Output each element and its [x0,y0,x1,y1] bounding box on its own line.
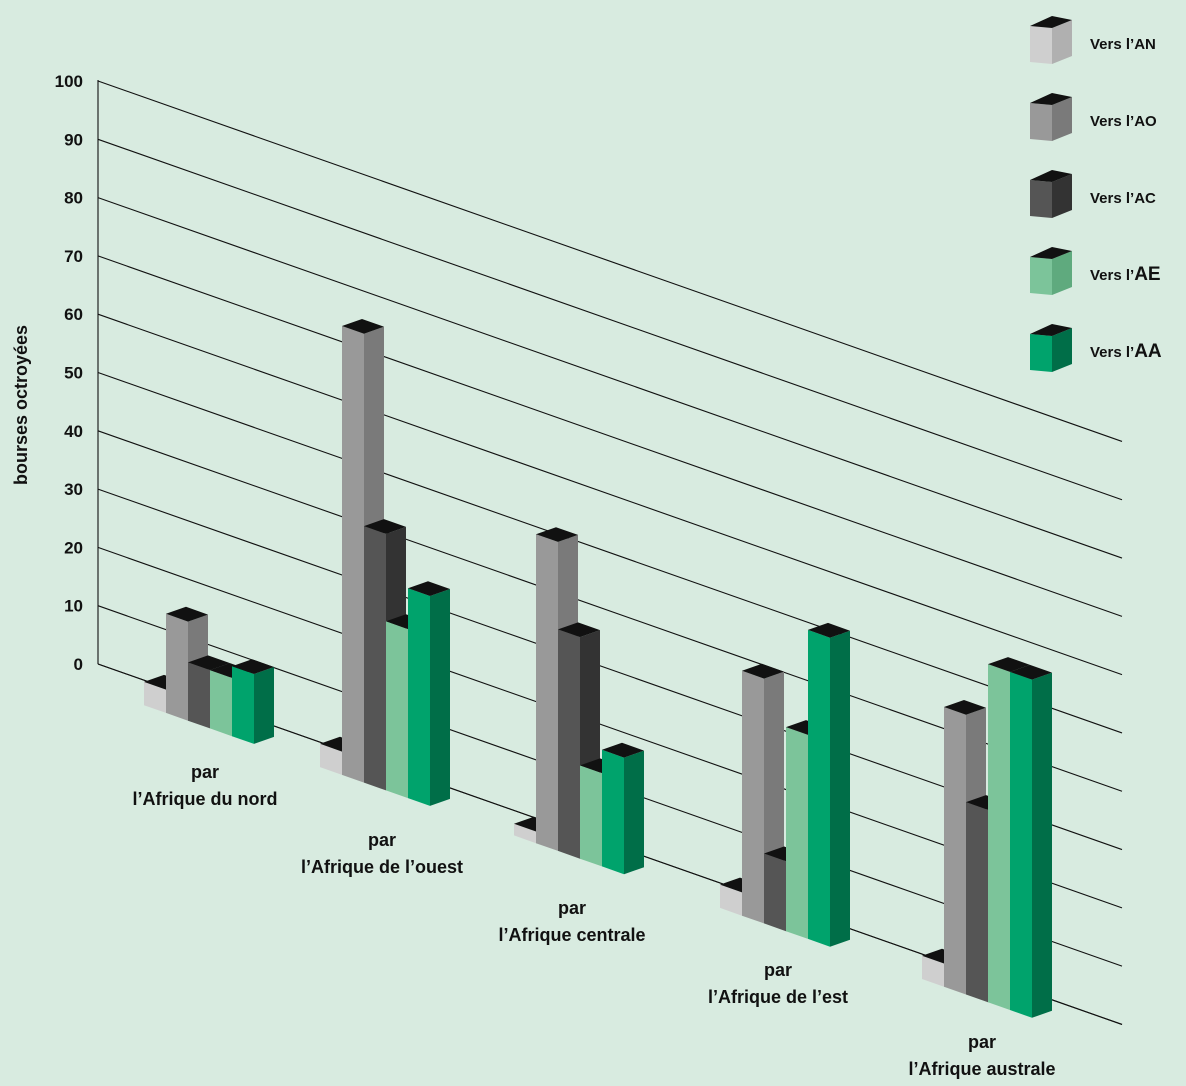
legend-label: Vers l’AA [1090,341,1162,362]
category-label: par l’Afrique australe [908,1032,1055,1079]
category-label-line1: par [191,762,219,782]
legend-item: Vers l’AO [1030,93,1157,141]
y-tick-label: 80 [64,189,83,208]
bars [144,319,1052,1018]
category-label-line2: l’Afrique de l’ouest [301,857,463,877]
category-label-line2: l’Afrique australe [908,1059,1055,1079]
y-axis-label: bourses octroyées [11,325,31,485]
y-tick-label: 40 [64,422,83,441]
category-label: par l’Afrique centrale [498,898,645,945]
category-label-line1: par [968,1032,996,1052]
gridline [98,139,1122,499]
y-tick-label: 90 [64,130,83,149]
category-label: par l’Afrique de l’ouest [301,830,463,877]
y-tick-label: 10 [64,597,83,616]
y-tick-label: 100 [55,72,83,91]
bar [408,581,450,806]
gridline [98,314,1122,674]
legend-item: Vers l’AA [1030,324,1162,372]
bar [602,743,644,874]
y-tick-label: 60 [64,305,83,324]
category-label-line2: l’Afrique centrale [498,925,645,945]
bar [1010,665,1052,1018]
category-label-line2: l’Afrique de l’est [708,987,848,1007]
legend-label: Vers l’AN [1090,36,1156,53]
legend-label: Vers l’AO [1090,113,1157,130]
legend-item: Vers l’AE [1030,247,1161,295]
category-label-line1: par [558,898,586,918]
legend-label: Vers l’AE [1090,264,1161,285]
category-label: par l’Afrique du nord [133,762,278,809]
y-tick-label: 0 [74,655,83,674]
category-label-line2: l’Afrique du nord [133,789,278,809]
y-tick-labels: 0 10 20 30 40 50 60 70 80 90 100 [55,72,83,674]
legend: Vers l’AN Vers l’AO Vers l’AC Vers l’AE Vers… [1030,16,1162,372]
legend-label: Vers l’AC [1090,190,1156,207]
gridline [98,256,1122,616]
y-tick-label: 50 [64,364,83,383]
category-label-line1: par [764,960,792,980]
legend-item: Vers l’AN [1030,16,1156,64]
gridline [98,198,1122,558]
y-tick-label: 20 [64,538,83,557]
legend-item: Vers l’AC [1030,170,1156,218]
category-label-line1: par [368,830,396,850]
gridline [98,81,1122,441]
y-tick-label: 30 [64,480,83,499]
y-tick-label: 70 [64,247,83,266]
category-label: par l’Afrique de l’est [708,960,848,1007]
bar [232,659,274,744]
bar [808,623,850,947]
